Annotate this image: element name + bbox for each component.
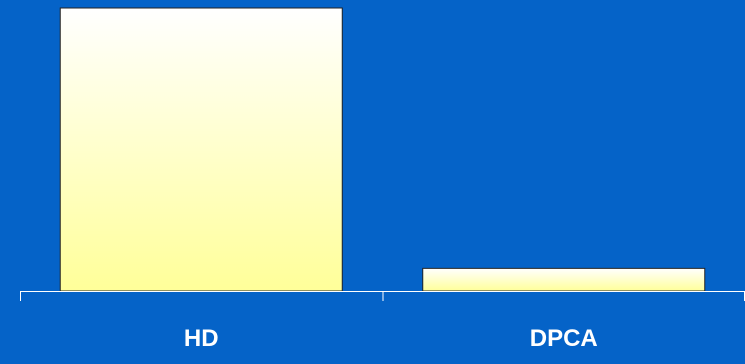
bars-layer (59, 7, 706, 292)
bar-dpca (422, 267, 706, 292)
bar-hd (59, 7, 343, 292)
x-axis (20, 291, 745, 301)
x-tick-label-hd: HD (184, 325, 219, 352)
x-tick-labels: HD DPCA (184, 325, 598, 352)
x-tick-label-dpca: DPCA (530, 325, 598, 352)
